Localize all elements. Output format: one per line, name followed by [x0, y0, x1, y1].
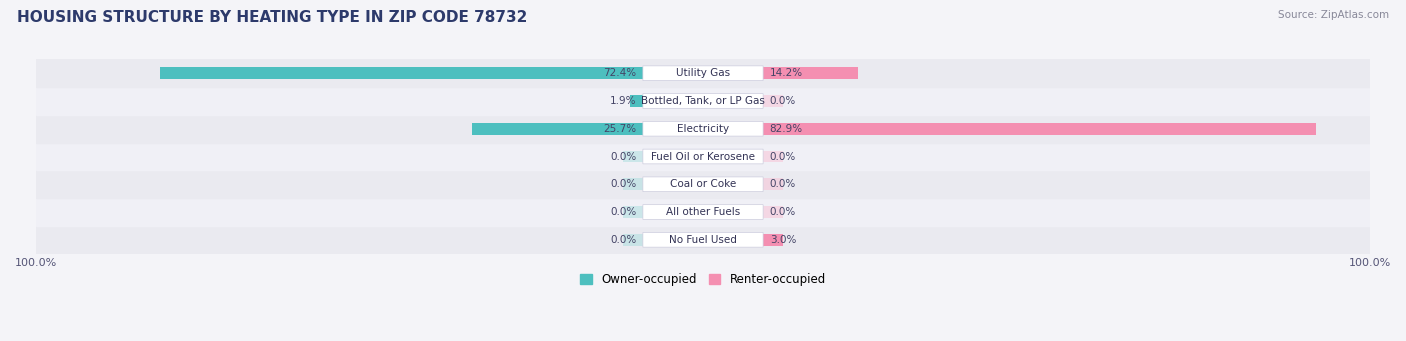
- Text: Utility Gas: Utility Gas: [676, 68, 730, 78]
- Bar: [160, 68, 643, 79]
- Text: Bottled, Tank, or LP Gas: Bottled, Tank, or LP Gas: [641, 96, 765, 106]
- Text: No Fuel Used: No Fuel Used: [669, 235, 737, 245]
- Bar: [623, 234, 643, 246]
- Bar: [623, 151, 643, 162]
- Text: 0.0%: 0.0%: [769, 96, 796, 106]
- Text: 1.9%: 1.9%: [610, 96, 637, 106]
- Text: 0.0%: 0.0%: [769, 179, 796, 189]
- Text: 25.7%: 25.7%: [603, 124, 637, 134]
- Text: 0.0%: 0.0%: [610, 235, 637, 245]
- Bar: [763, 68, 858, 79]
- Text: 72.4%: 72.4%: [603, 68, 637, 78]
- Legend: Owner-occupied, Renter-occupied: Owner-occupied, Renter-occupied: [575, 268, 831, 291]
- Bar: [623, 206, 643, 218]
- FancyBboxPatch shape: [643, 66, 763, 80]
- Bar: [37, 170, 1369, 198]
- Text: 0.0%: 0.0%: [610, 179, 637, 189]
- FancyBboxPatch shape: [643, 205, 763, 219]
- Text: HOUSING STRUCTURE BY HEATING TYPE IN ZIP CODE 78732: HOUSING STRUCTURE BY HEATING TYPE IN ZIP…: [17, 10, 527, 25]
- Text: Fuel Oil or Kerosene: Fuel Oil or Kerosene: [651, 151, 755, 162]
- Bar: [763, 178, 783, 190]
- Text: Source: ZipAtlas.com: Source: ZipAtlas.com: [1278, 10, 1389, 20]
- Text: Coal or Coke: Coal or Coke: [669, 179, 737, 189]
- FancyBboxPatch shape: [643, 121, 763, 136]
- Bar: [37, 59, 1369, 87]
- Text: All other Fuels: All other Fuels: [666, 207, 740, 217]
- FancyBboxPatch shape: [643, 233, 763, 247]
- FancyBboxPatch shape: [643, 177, 763, 192]
- Bar: [763, 234, 783, 246]
- Bar: [37, 198, 1369, 226]
- Text: Electricity: Electricity: [676, 124, 730, 134]
- Bar: [763, 123, 1316, 135]
- Bar: [37, 87, 1369, 115]
- Bar: [623, 178, 643, 190]
- Bar: [37, 115, 1369, 143]
- Text: 14.2%: 14.2%: [769, 68, 803, 78]
- Bar: [471, 123, 643, 135]
- Text: 0.0%: 0.0%: [769, 151, 796, 162]
- Text: 3.0%: 3.0%: [769, 235, 796, 245]
- FancyBboxPatch shape: [643, 149, 763, 164]
- FancyBboxPatch shape: [643, 94, 763, 108]
- Text: 82.9%: 82.9%: [769, 124, 803, 134]
- Bar: [630, 95, 643, 107]
- Text: 0.0%: 0.0%: [769, 207, 796, 217]
- Text: 0.0%: 0.0%: [610, 207, 637, 217]
- Bar: [763, 206, 783, 218]
- Bar: [37, 226, 1369, 254]
- Bar: [763, 95, 783, 107]
- Text: 0.0%: 0.0%: [610, 151, 637, 162]
- Bar: [37, 143, 1369, 170]
- Bar: [763, 151, 783, 162]
